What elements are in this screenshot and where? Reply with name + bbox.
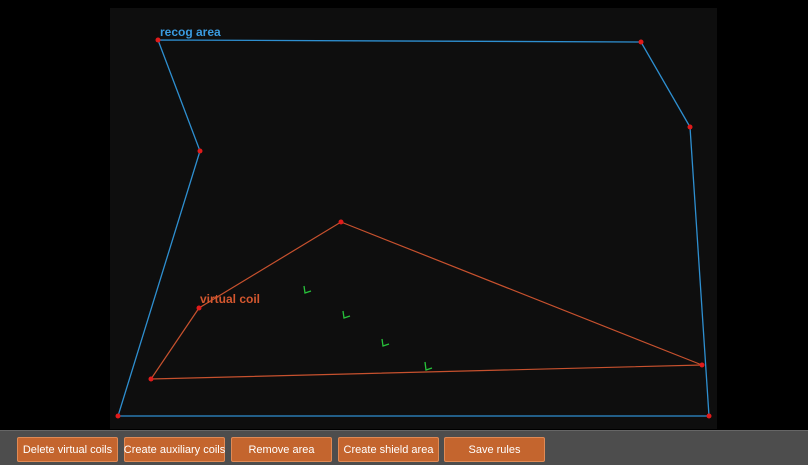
camera-frame: [110, 8, 717, 429]
toolbar: Delete virtual coils Create auxiliary co…: [0, 430, 808, 465]
virtual-coil-label: virtual coil: [200, 292, 260, 306]
recog-area-label: recog area: [160, 25, 221, 39]
save-rules-button[interactable]: Save rules: [444, 437, 545, 462]
camera-view: recog area virtual coil: [0, 0, 808, 430]
create-auxiliary-coils-button[interactable]: Create auxiliary coils: [124, 437, 225, 462]
create-shield-area-button[interactable]: Create shield area: [338, 437, 439, 462]
remove-area-button[interactable]: Remove area: [231, 437, 332, 462]
page: recog area virtual coil Delete virtual c…: [0, 0, 808, 465]
delete-virtual-coils-button[interactable]: Delete virtual coils: [17, 437, 118, 462]
